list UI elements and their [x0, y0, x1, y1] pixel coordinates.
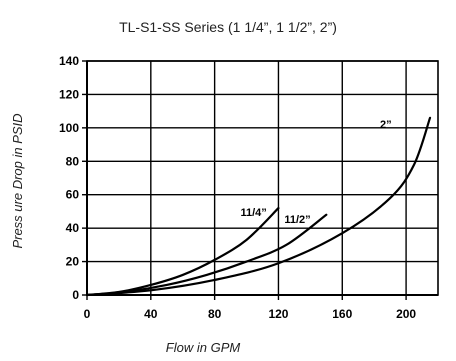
series-label: 11/2” — [284, 214, 310, 226]
y-tick-label: 60 — [66, 188, 80, 202]
y-tick-label: 80 — [66, 154, 80, 168]
x-tick-label: 120 — [268, 307, 288, 321]
series-label: 2” — [380, 119, 392, 131]
y-tick-label: 40 — [66, 221, 80, 235]
y-tick-label: 100 — [59, 121, 79, 135]
y-axis-ticks: 0 20 40 60 80 100 120 140 — [59, 54, 79, 302]
x-axis-label: Flow in GPM — [166, 340, 241, 355]
x-axis-ticks: 0 40 80 120 160 200 — [84, 307, 417, 321]
x-tick-label: 160 — [332, 307, 352, 321]
series-label: 11/4” — [240, 207, 266, 219]
series-labels: 11/4” 11/2” 2” — [240, 119, 391, 226]
plot-frame — [86, 60, 439, 296]
x-tick-label: 80 — [208, 307, 222, 321]
y-axis-label: Press ure Drop in PSID — [10, 113, 25, 248]
x-tick-label: 200 — [396, 307, 416, 321]
x-tick-label: 0 — [84, 307, 91, 321]
grid — [82, 60, 439, 300]
y-tick-label: 0 — [72, 288, 79, 302]
x-tick-label: 40 — [144, 307, 158, 321]
series-line — [85, 116, 432, 297]
y-tick-label: 140 — [59, 54, 79, 68]
y-tick-label: 20 — [66, 255, 80, 269]
chart-title: TL-S1-SS Series (1 1/4”, 1 1/2”, 2”) — [119, 19, 337, 35]
series-lines — [85, 116, 432, 297]
y-tick-label: 120 — [59, 87, 79, 101]
series-line — [85, 213, 328, 297]
